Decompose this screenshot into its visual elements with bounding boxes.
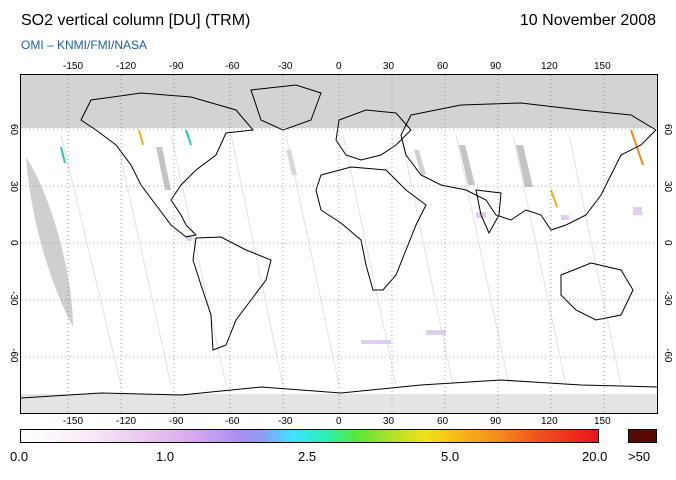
colorbar-label: 20.0 [582,449,608,464]
colorbar-label: 1.0 [156,449,175,464]
lon-tick: 150 [594,61,611,72]
lat-tick: -30 [8,291,19,306]
lat-tick: -60 [8,348,19,363]
lon-tick: 0 [336,416,342,427]
lon-tick: -60 [225,416,240,427]
lat-tick: -30 [662,291,673,306]
lon-tick: 30 [383,416,395,427]
lon-tick: 30 [383,61,395,72]
orbit-swath-lines [60,134,622,386]
graticule [21,75,657,413]
lon-tick: -120 [116,416,137,427]
south-no-data-band [21,394,657,413]
map-date: 10 November 2008 [519,12,656,29]
credit-line: OMI – KNMI/FMI/NASA [21,38,148,52]
lon-tick: -30 [278,416,293,427]
lon-tick: -150 [63,61,84,72]
lat-tick: 0 [8,240,19,246]
missing-data-strip [286,150,297,175]
lon-tick: -60 [225,61,240,72]
lon-tick: -90 [169,416,184,427]
map-canvas [21,75,657,413]
colorbar-label: 2.5 [298,449,317,464]
colorbar-label: 5.0 [441,449,460,464]
missing-data-lens [26,157,73,327]
lat-tick: 60 [8,124,19,136]
missing-data-strip [459,145,475,185]
colorbar-label: 0.0 [10,449,29,464]
map-title: SO2 vertical column [DU] (TRM) [21,12,251,29]
low-so2-specks [186,207,642,344]
colorbar-label: >50 [628,449,651,464]
lat-tick: -60 [662,348,673,363]
coastlines [21,84,657,399]
lon-tick: 60 [437,416,449,427]
lon-tick: -90 [169,61,184,72]
lat-tick: 0 [662,240,673,246]
lat-tick: 30 [8,181,19,193]
lat-tick: 60 [662,124,673,136]
lon-tick: -150 [63,416,84,427]
lat-tick: 30 [662,181,673,193]
missing-data-strip [414,150,426,175]
lon-tick: 60 [437,61,449,72]
lon-tick: 120 [541,61,558,72]
lon-tick: 0 [336,61,342,72]
lon-tick: -120 [116,61,137,72]
lon-tick: 120 [541,416,558,427]
lon-tick: 150 [594,416,611,427]
missing-data-strip [156,147,171,190]
lon-tick: 90 [490,61,502,72]
overflow-swatch [628,429,657,443]
lon-tick: 90 [490,416,502,427]
color-scale-bar [20,429,599,443]
so2-map [20,74,658,414]
missing-data-strip [516,145,533,187]
lon-tick: -30 [278,61,293,72]
